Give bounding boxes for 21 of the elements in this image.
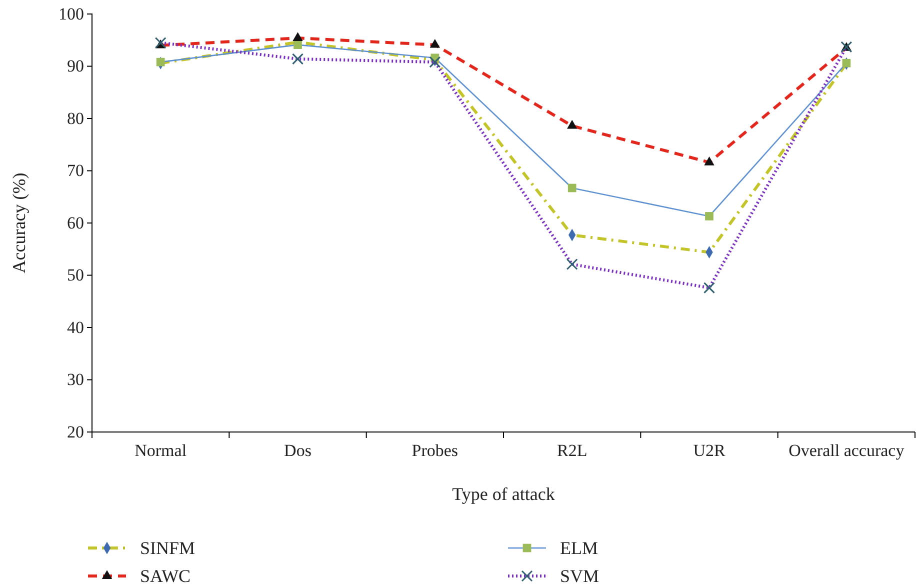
- y-tick-label: 80: [67, 108, 84, 128]
- y-axis-title: Accuracy (%): [9, 172, 29, 274]
- x-tick-label: Probes: [412, 441, 458, 460]
- x-tick-label: U2R: [693, 441, 726, 460]
- y-tick-label: 60: [67, 213, 84, 232]
- y-tick-label: 100: [58, 4, 84, 24]
- legend-label: SVM: [560, 566, 600, 586]
- y-tick-label: 40: [67, 318, 84, 337]
- y-tick-label: 20: [67, 422, 84, 442]
- y-tick-label: 70: [67, 161, 84, 180]
- legend-label: SAWC: [140, 566, 191, 586]
- x-tick-label: Dos: [284, 441, 312, 460]
- y-tick-label: 90: [67, 56, 84, 76]
- x-tick-label: Normal: [134, 441, 187, 460]
- y-tick-label: 50: [67, 266, 84, 285]
- legend-label: SINFM: [140, 538, 196, 558]
- x-axis-title: Type of attack: [452, 484, 555, 504]
- x-tick-label: R2L: [556, 441, 588, 460]
- legend-label: ELM: [560, 538, 598, 558]
- y-tick-label: 30: [67, 370, 84, 390]
- x-tick-label: Overall accuracy: [788, 441, 905, 460]
